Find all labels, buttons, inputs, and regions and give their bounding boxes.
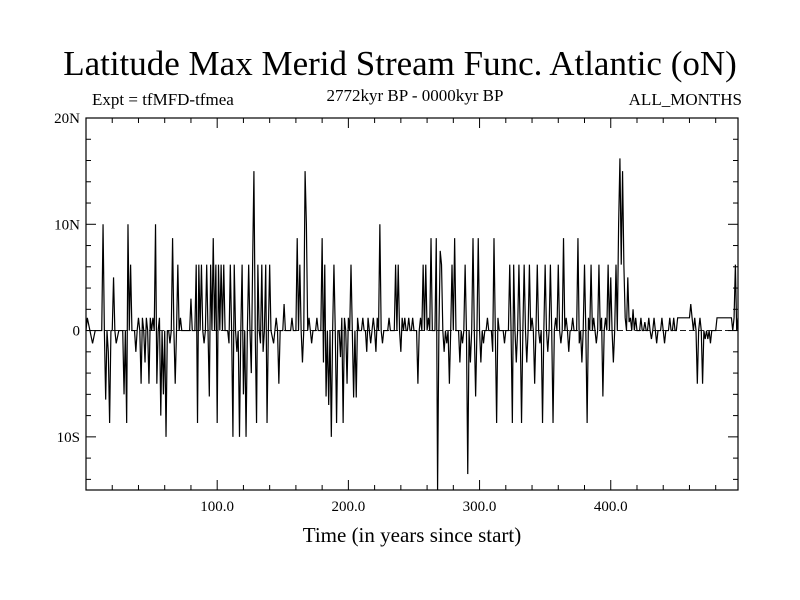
plot-frame [85,117,739,491]
x-axis-label: Time (in years since start) [302,523,522,547]
chart-title: Latitude Max Merid Stream Func. Atlantic… [63,44,737,83]
x-tick-label: 100.0 [200,499,234,515]
period-label: 2772kyr BP - 0000kyr BP [326,86,504,105]
months-label: ALL_MONTHS [628,90,742,109]
y-tick-label: 10S [57,430,80,446]
x-tick-label: 300.0 [463,499,497,515]
series-line-0 [85,158,739,491]
y-tick-label: 20N [54,111,80,127]
experiment-label: Expt = tfMFD-tfmea [92,90,234,109]
y-tick-label: 0 [73,324,81,340]
y-tick-label: 10N [54,217,80,233]
x-tick-label: 400.0 [594,499,628,515]
x-tick-label: 200.0 [331,499,365,515]
